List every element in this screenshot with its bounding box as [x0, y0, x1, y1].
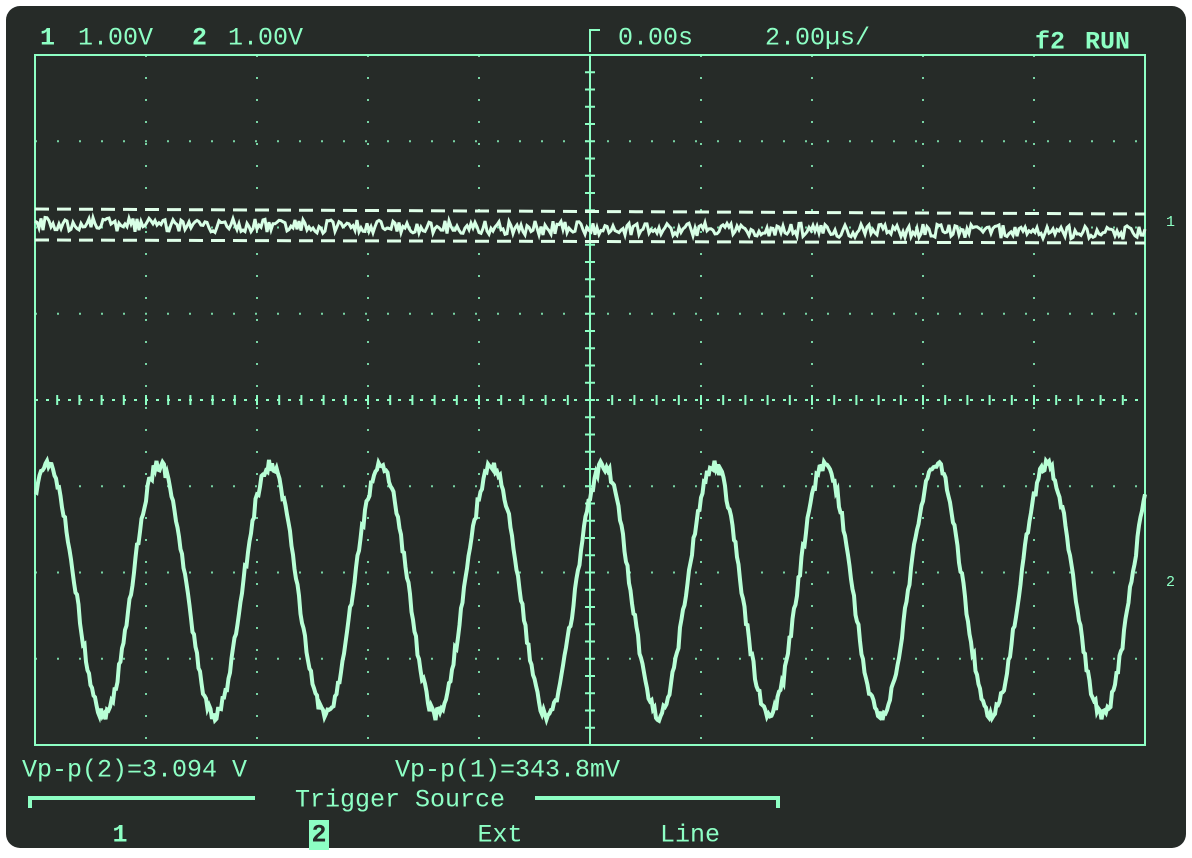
time-scale: 2.00µs/: [765, 24, 870, 53]
menu-option[interactable]: 2: [311, 821, 326, 850]
page: 1 1.00V 2 1.00V 0.00s 2.00µs/ f2 RUN 1 2…: [0, 0, 1192, 853]
oscilloscope-screen: 1 1.00V 2 1.00V 0.00s 2.00µs/ f2 RUN 1 2…: [0, 0, 1192, 853]
ch1-scale: 1.00V: [78, 24, 153, 53]
trigger-source: f2: [1035, 28, 1065, 57]
screen-bg: [6, 6, 1186, 848]
ch2-marker: 2: [1166, 574, 1175, 591]
ch1-marker: 1: [1166, 214, 1175, 231]
menu-option[interactable]: Line: [660, 821, 720, 850]
ch2-label: 2: [192, 24, 207, 53]
run-mode: RUN: [1085, 28, 1130, 57]
menu-option[interactable]: 1: [112, 821, 127, 850]
menu-option[interactable]: Ext: [477, 821, 522, 850]
time-offset: 0.00s: [618, 24, 693, 53]
menu-title: Trigger Source: [295, 786, 505, 815]
ch1-label: 1: [40, 24, 55, 53]
measurement: Vp-p(2)=3.094 V: [22, 756, 247, 785]
measurement: Vp-p(1)=343.8mV: [395, 756, 620, 785]
ch2-scale: 1.00V: [228, 24, 303, 53]
